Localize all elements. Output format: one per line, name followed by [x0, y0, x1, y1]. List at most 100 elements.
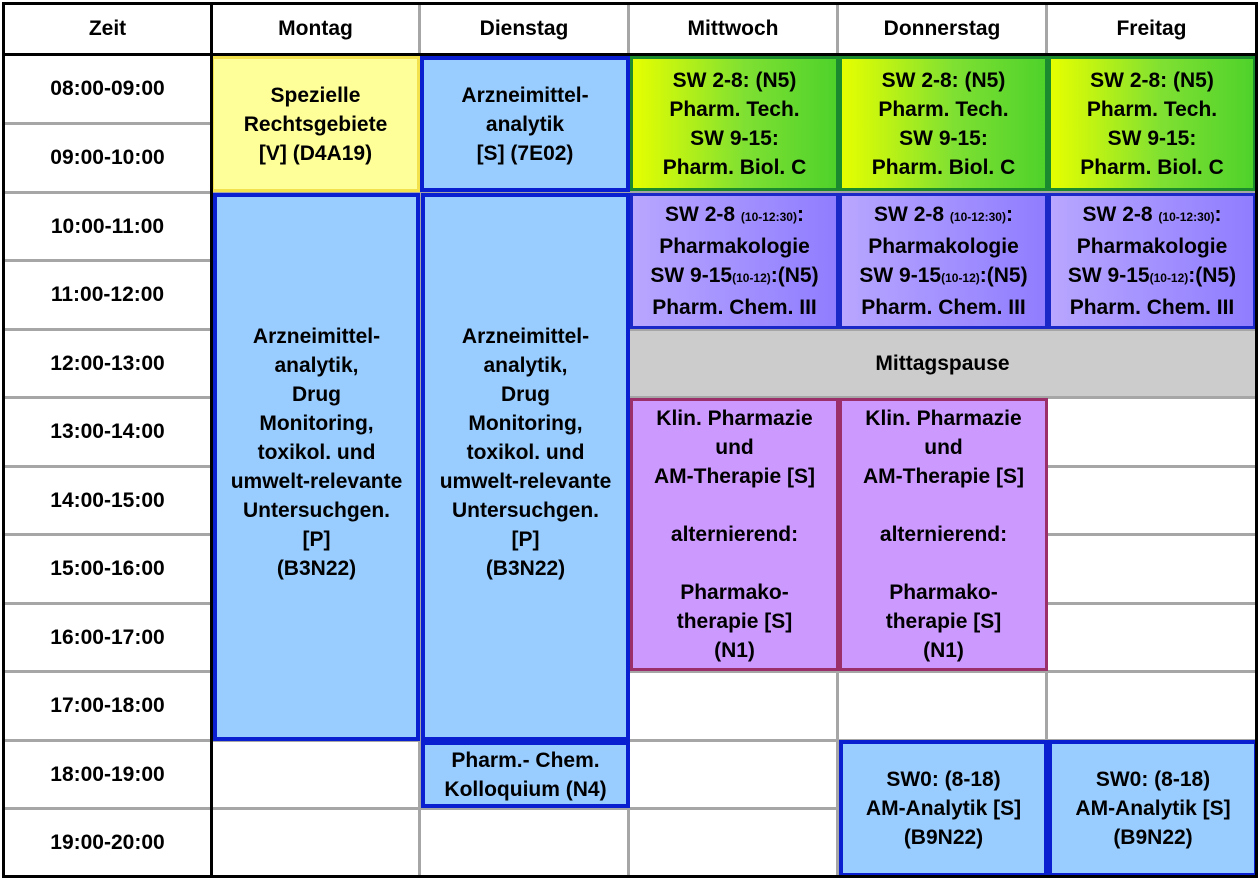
course-time-note: (10-12)	[941, 271, 980, 285]
course-text: :(N5)	[979, 264, 1028, 287]
course-pharmakologie-pharm-chem-freitag: SW 2-8 (10-12:30): Pharmakologie SW 9-15…	[1048, 193, 1256, 329]
course-text: alternierend:	[670, 523, 799, 546]
course-text: Pharmako-	[680, 581, 789, 604]
course-text: Pharm. Tech.	[1086, 97, 1218, 121]
time-slot: 19:00-20:00	[50, 830, 165, 854]
course-arzneimittelanalytik-seminar: Arzneimittel- analytik [S] (7E02)	[420, 56, 630, 192]
course-text: Monitoring,	[468, 412, 583, 435]
course-kolloquium: Pharm.- Chem. Kolloquium (N4)	[421, 741, 630, 808]
course-text: Pharm.- Chem.	[451, 748, 600, 772]
course-text: Pharmakologie	[659, 235, 810, 258]
course-text: alternierend:	[879, 523, 1008, 546]
time-slot: 16:00-17:00	[50, 625, 165, 649]
course-text: Pharm. Tech.	[878, 97, 1009, 121]
course-text: :	[796, 203, 804, 226]
grid-line	[5, 739, 1255, 742]
course-text: (N1)	[923, 639, 964, 662]
course-text: [P]	[302, 528, 331, 551]
course-text: SW 9-15(10-12):(N5)	[650, 261, 818, 293]
time-slot: 13:00-14:00	[50, 420, 165, 443]
course-text: Klin. Pharmazie	[865, 407, 1022, 430]
column-header-montag: Montag	[278, 17, 353, 40]
course-text: Drug	[292, 383, 341, 406]
course-text: SW0: (8-18)	[886, 768, 1001, 791]
course-text: Pharm. Biol. C	[1080, 155, 1224, 179]
course-text: [S] (7E02)	[476, 141, 574, 165]
column-header-dienstag: Dienstag	[479, 17, 569, 40]
course-text: SW 9-15	[650, 264, 733, 287]
course-text: und	[715, 436, 754, 459]
course-text: SW 9-15	[859, 264, 942, 287]
course-time-note: (10-12)	[1149, 271, 1189, 285]
course-time-note: (10-12)	[732, 271, 771, 285]
course-text: SW 9-15(10-12):(N5)	[1068, 261, 1236, 293]
course-time-note: (10-12:30)	[1158, 210, 1215, 224]
time-slot: 12:00-13:00	[50, 351, 165, 375]
course-text: toxikol. und	[257, 441, 376, 464]
grid-line	[5, 670, 1255, 673]
course-text: therapie [S]	[885, 610, 1002, 633]
course-text: SW 2-8: (N5)	[672, 68, 797, 92]
course-text: (B3N22)	[485, 557, 566, 580]
time-column-divider	[210, 2, 213, 878]
column-header-freitag: Freitag	[1116, 17, 1187, 40]
course-pharm-tech-biol-freitag: SW 2-8: (N5) Pharm. Tech. SW 9-15: Pharm…	[1048, 56, 1256, 191]
course-text: analytik	[485, 112, 565, 136]
course-text: analytik,	[274, 354, 359, 377]
time-slot: 17:00-18:00	[50, 694, 165, 717]
course-text: Pharm. Chem. III	[652, 296, 817, 319]
course-text: Arzneimittel-	[252, 325, 381, 348]
course-text: Pharmakologie	[1076, 235, 1228, 258]
course-text: Pharm. Tech.	[669, 97, 800, 121]
course-text: :(N5)	[770, 264, 819, 287]
time-slot: 15:00-16:00	[50, 557, 165, 580]
course-text: SW0: (8-18)	[1095, 768, 1211, 791]
course-praktikum-dienstag: Arzneimittel- analytik, Drug Monitoring,…	[421, 193, 630, 741]
course-text: Drug	[501, 383, 550, 406]
course-text: SW 2-8: (N5)	[1090, 68, 1214, 92]
course-text: SW 2-8	[874, 203, 950, 226]
course-text: Rechtsgebiete	[243, 112, 388, 136]
course-text: und	[924, 436, 963, 459]
course-text: Pharm. Chem. III	[861, 296, 1026, 319]
course-text: AM-Analytik [S]	[865, 797, 1022, 820]
course-text: :(N5)	[1188, 264, 1237, 287]
course-praktikum-montag: Arzneimittel- analytik, Drug Monitoring,…	[213, 193, 420, 741]
course-text: Pharm. Chem. III	[1069, 296, 1235, 319]
course-text: Spezielle	[270, 83, 361, 107]
time-slot: 11:00-12:00	[50, 283, 165, 306]
course-text: SW 2-8 (10-12:30):	[874, 200, 1013, 232]
course-sw0-am-analytik-freitag: SW0: (8-18) AM-Analytik [S] (B9N22)	[1048, 740, 1258, 877]
course-text: Pharmako-	[889, 581, 998, 604]
time-slot: 14:00-15:00	[50, 488, 165, 512]
course-text: SW 9-15(10-12):(N5)	[859, 261, 1027, 293]
course-text: Untersuchgen.	[242, 499, 391, 522]
course-text: umwelt-relevante	[439, 470, 612, 493]
course-text: Pharmakologie	[868, 235, 1019, 258]
course-text: SW 9-15:	[1107, 126, 1197, 150]
course-text: Klin. Pharmazie	[656, 407, 813, 430]
grid-line	[5, 328, 1255, 331]
column-header-mittwoch: Mittwoch	[687, 17, 779, 40]
course-text: Arzneimittel-	[461, 325, 590, 348]
course-spezielle-rechtsgebiete: Spezielle Rechtsgebiete [V] (D4A19)	[211, 56, 420, 192]
time-slot: 09:00-10:00	[50, 146, 165, 169]
course-text: (B9N22)	[1113, 826, 1193, 849]
course-text: [V] (D4A19)	[258, 141, 373, 165]
course-text: therapie [S]	[676, 610, 793, 633]
course-klin-pharmazie-donnerstag: Klin. Pharmazie und AM-Therapie [S] alte…	[839, 398, 1048, 671]
course-pharm-tech-biol-donnerstag: SW 2-8: (N5) Pharm. Tech. SW 9-15: Pharm…	[839, 56, 1048, 191]
course-text: (N1)	[714, 639, 755, 662]
course-text: SW 2-8: (N5)	[881, 68, 1006, 92]
course-text: umwelt-relevante	[230, 470, 403, 493]
course-pharm-tech-biol-mittwoch: SW 2-8: (N5) Pharm. Tech. SW 9-15: Pharm…	[630, 56, 839, 191]
lunch-break: Mittagspause	[630, 331, 1255, 396]
column-header-donnerstag: Donnerstag	[883, 17, 1001, 40]
course-text: toxikol. und	[466, 441, 585, 464]
column-header-zeit: Zeit	[88, 17, 127, 40]
course-text: Pharm. Biol. C	[662, 155, 807, 179]
course-text: (B9N22)	[903, 826, 984, 849]
course-text: (B3N22)	[276, 557, 357, 580]
course-text: AM-Therapie [S]	[862, 465, 1024, 488]
